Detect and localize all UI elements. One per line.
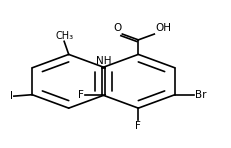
Text: O: O [113,23,122,33]
Text: OH: OH [155,23,171,33]
Text: CH₃: CH₃ [55,31,73,41]
Text: F: F [135,121,141,131]
Text: Br: Br [195,90,207,100]
Text: F: F [78,90,84,100]
Text: I: I [10,91,13,101]
Text: NH: NH [96,56,111,66]
